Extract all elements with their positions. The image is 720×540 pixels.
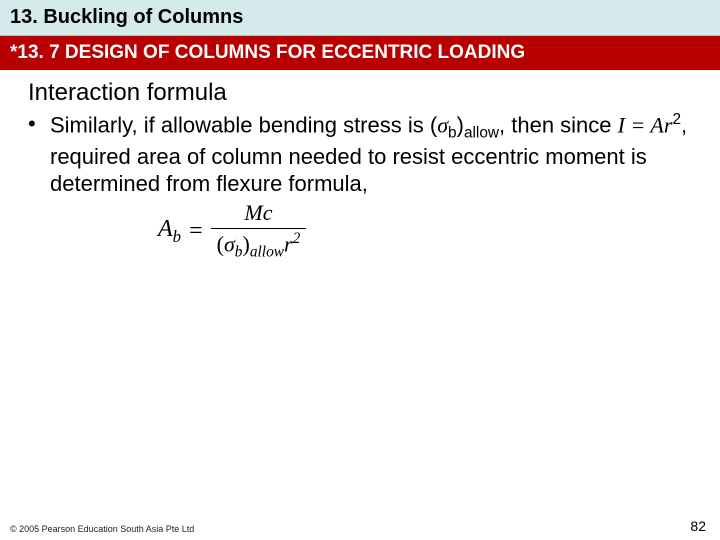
i-equals-ar: I = Ar <box>618 113 673 138</box>
den-open: ( <box>217 231 224 256</box>
fraction: Mc (σb)allowr2 <box>211 201 307 261</box>
page-number: 82 <box>690 518 706 534</box>
equals-sign: = <box>189 217 203 246</box>
den-sub-b: b <box>235 243 243 260</box>
den-r: r <box>284 231 293 256</box>
chapter-title-bar: 13. Buckling of Columns <box>0 0 720 36</box>
den-close: ) <box>243 231 250 256</box>
allow-sub: allow <box>464 125 499 142</box>
ab-b: b <box>173 227 181 246</box>
content-heading: Interaction formula <box>28 78 696 107</box>
formula-lhs: Ab <box>158 215 181 247</box>
chapter-title: 13. Buckling of Columns <box>10 6 243 28</box>
sigma-sub: b <box>448 125 457 142</box>
section-title: *13. 7 DESIGN OF COLUMNS FOR ECCENTRIC L… <box>10 42 525 63</box>
numerator: Mc <box>238 201 278 227</box>
squared: 2 <box>672 111 681 128</box>
den-allow: allow <box>250 243 284 260</box>
bullet-item: • Similarly, if allowable bending stress… <box>28 111 696 197</box>
copyright-footer: © 2005 Pearson Education South Asia Pte … <box>10 524 194 534</box>
paren-close: ) <box>457 113 464 138</box>
flexure-formula: Ab = Mc (σb)allowr2 <box>158 201 306 261</box>
den-sq: 2 <box>293 230 301 247</box>
ab-a: A <box>158 216 173 242</box>
den-sigma: σ <box>224 231 235 256</box>
denominator: (σb)allowr2 <box>211 228 307 262</box>
sigma-symbol: σ <box>437 113 448 138</box>
text-mid1: , then since <box>499 113 618 138</box>
bullet-text: Similarly, if allowable bending stress i… <box>50 111 696 197</box>
text-pre: Similarly, if allowable bending stress i… <box>50 113 437 138</box>
slide-content: Interaction formula • Similarly, if allo… <box>0 70 720 261</box>
bullet-marker: • <box>28 111 50 197</box>
section-title-bar: *13. 7 DESIGN OF COLUMNS FOR ECCENTRIC L… <box>0 36 720 70</box>
